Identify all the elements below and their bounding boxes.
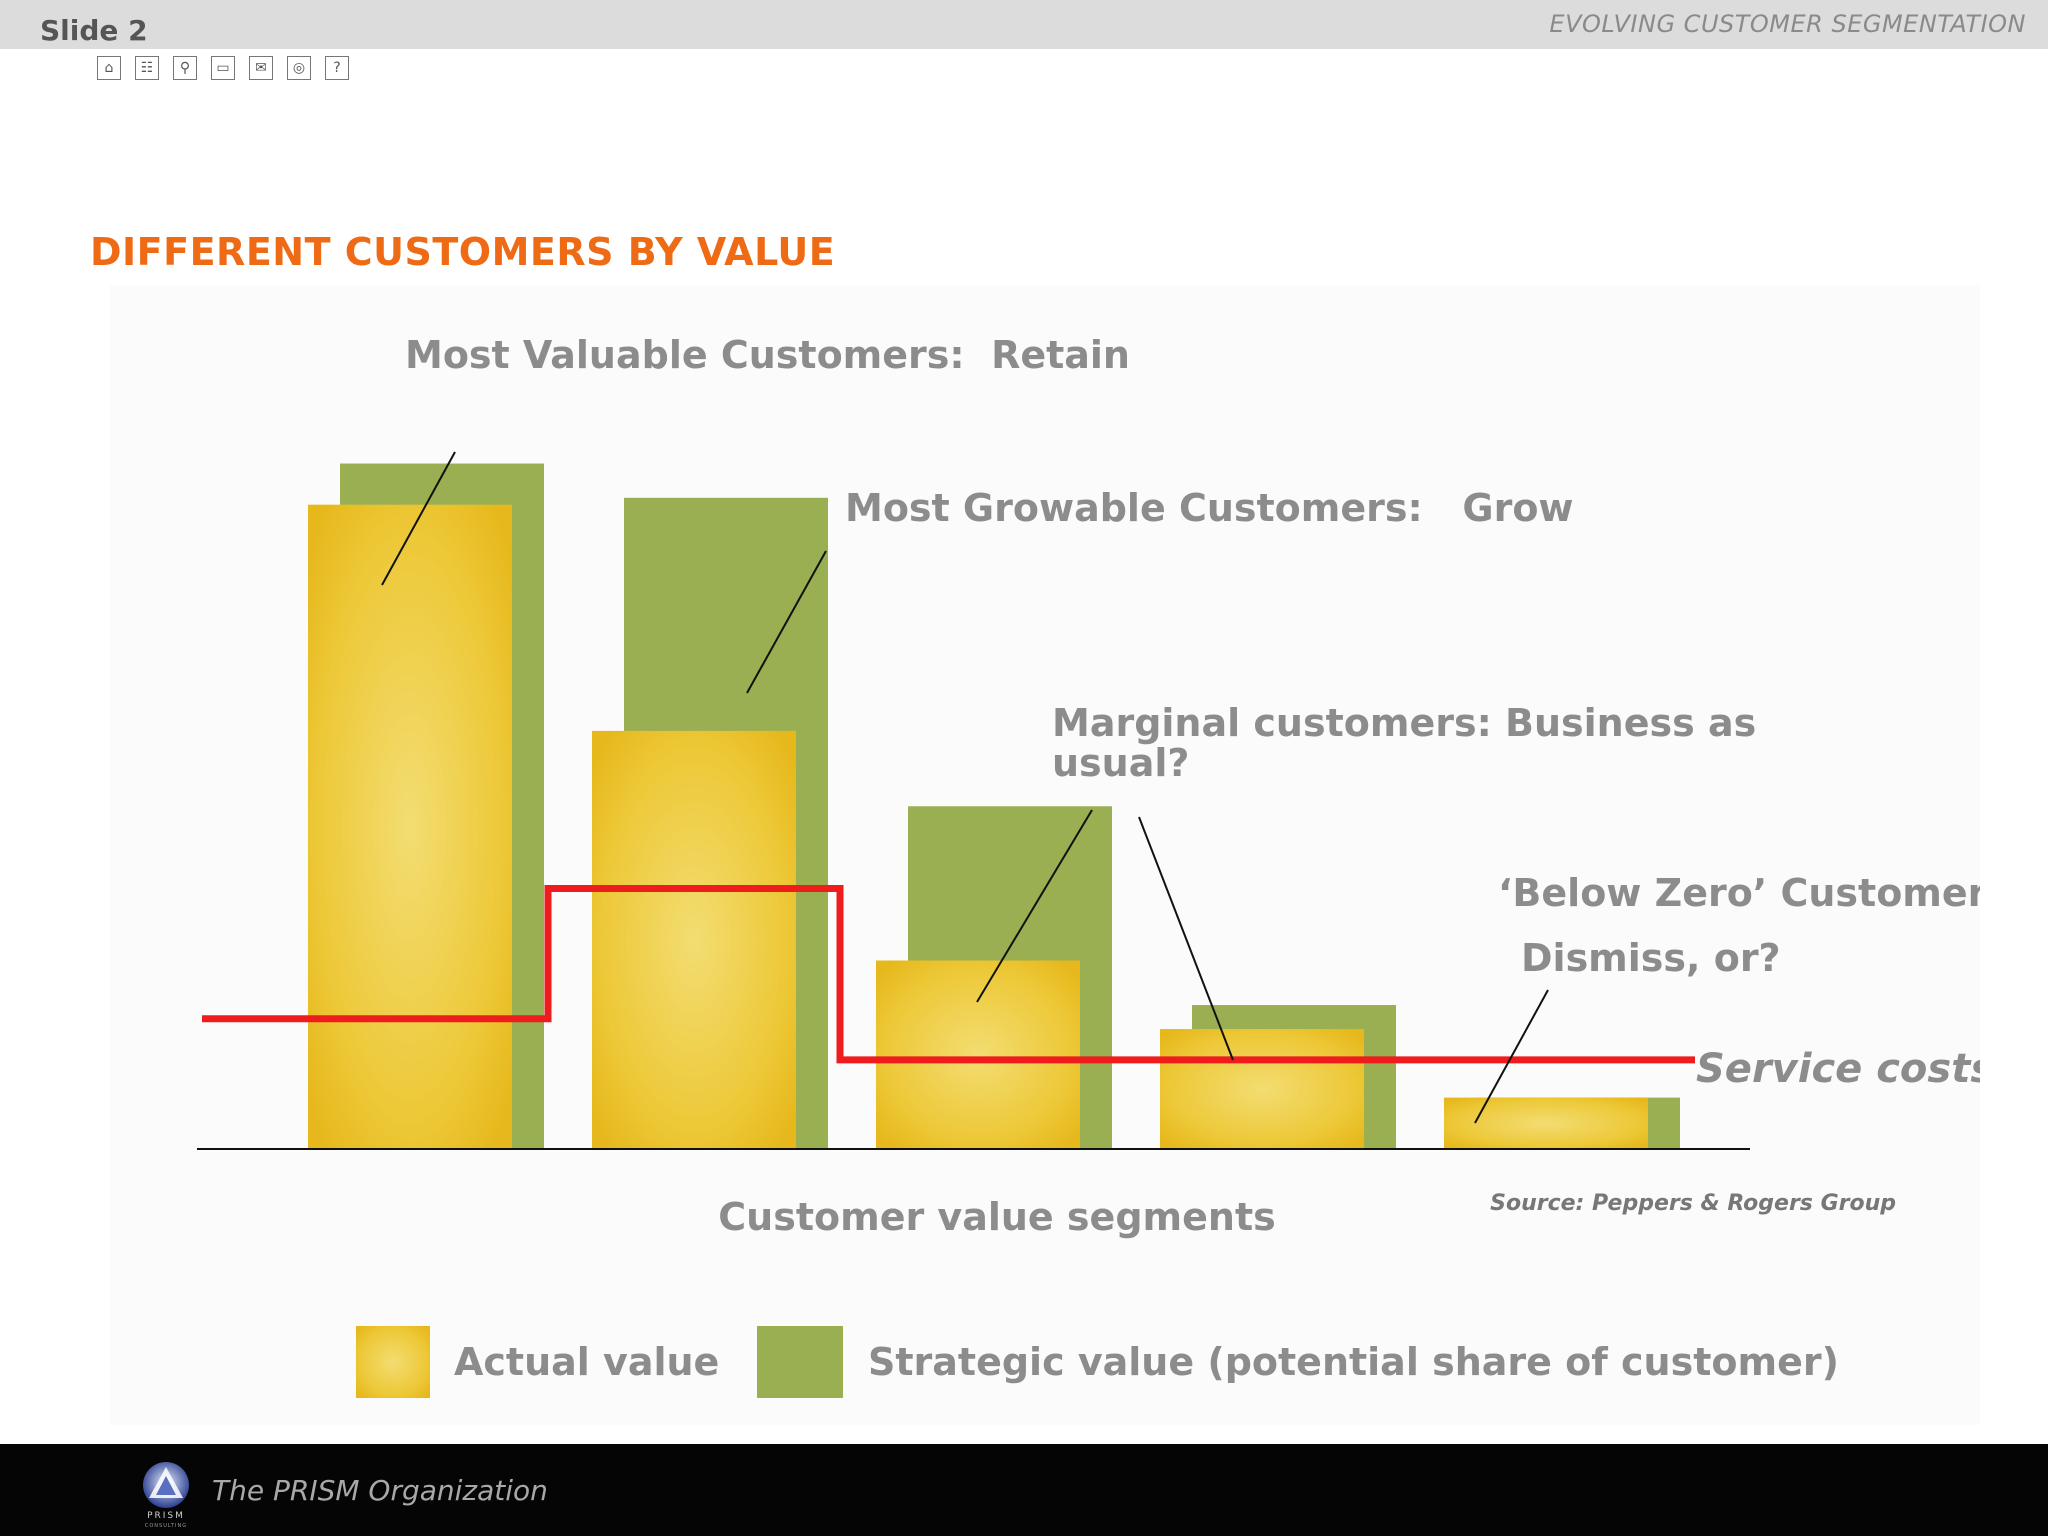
legend-swatch-strategic [757, 1326, 843, 1398]
actual-value-bar [592, 730, 796, 1149]
legend: Actual value Strategic value (potential … [356, 1326, 1839, 1398]
mail-icon[interactable]: ✉ [249, 56, 273, 80]
folder-icon[interactable]: ▭ [211, 56, 235, 80]
leader-marginal-a [976, 809, 1093, 1003]
actual-value-bars [308, 504, 1648, 1149]
leader-most-growable [746, 550, 827, 694]
logo-text: PRISM [147, 1511, 185, 1521]
annotation-below-zero: ‘Below Zero’ Customers: [1498, 871, 1980, 915]
leader-below-zero [1474, 989, 1549, 1124]
leader-most-valuable [381, 451, 456, 586]
section-title: EVOLVING CUSTOMER SEGMENTATION [1549, 10, 2026, 38]
top-bar: Slide 2 EVOLVING CUSTOMER SEGMENTATION [0, 0, 2048, 49]
annotation-dismiss: Dismiss, or? [1521, 936, 1781, 980]
slide-nav-toolbar: ⌂ ☷ ⚲ ▭ ✉ ◎ ? [97, 56, 349, 80]
service-costs-line [202, 885, 1695, 1064]
home-icon[interactable]: ⌂ [97, 56, 121, 80]
globe-icon[interactable]: ◎ [287, 56, 311, 80]
legend-swatch-actual [356, 1326, 430, 1398]
help-icon[interactable]: ? [325, 56, 349, 80]
annotation-marginal: Marginal customers: Business as usual? [1052, 701, 1769, 785]
annotation-leaders [381, 451, 1549, 1124]
footer-bar [0, 1444, 2048, 1536]
legend-label-actual: Actual value [454, 1340, 719, 1384]
annotation-marginal-line2: usual? [1052, 741, 1189, 785]
bar-chart: Most Valuable Customers: Retain Most Gro… [197, 333, 1980, 1398]
legend-label-strategic: Strategic value (potential share of cust… [868, 1340, 1839, 1384]
annotation-marginal-line1: Marginal customers: Business as [1052, 701, 1756, 745]
actual-value-bar [1160, 1029, 1364, 1149]
slide-number: Slide 2 [40, 14, 148, 47]
actual-value-bar [308, 504, 512, 1149]
annotation-most-valuable: Most Valuable Customers: Retain [405, 333, 1130, 377]
chart-panel: Most Valuable Customers: Retain Most Gro… [110, 285, 1980, 1425]
x-axis-label: Customer value segments [718, 1195, 1275, 1239]
actual-value-bar [876, 960, 1080, 1149]
prism-logo: PRISM CONSULTING [143, 1462, 189, 1529]
logo-subtext: CONSULTING [145, 1523, 187, 1529]
sitemap-icon[interactable]: ☷ [135, 56, 159, 80]
organization-name: The PRISM Organization [212, 1474, 548, 1507]
actual-value-bar [1444, 1097, 1648, 1149]
annotation-most-growable: Most Growable Customers: Grow [845, 486, 1574, 530]
source-note: Source: Peppers & Rogers Group [1490, 1191, 1896, 1216]
leader-marginal-b [1138, 816, 1234, 1061]
slide-heading: DIFFERENT CUSTOMERS BY VALUE [90, 230, 836, 274]
service-costs-label: Service costs [1696, 1046, 1980, 1092]
search-icon[interactable]: ⚲ [173, 56, 197, 80]
